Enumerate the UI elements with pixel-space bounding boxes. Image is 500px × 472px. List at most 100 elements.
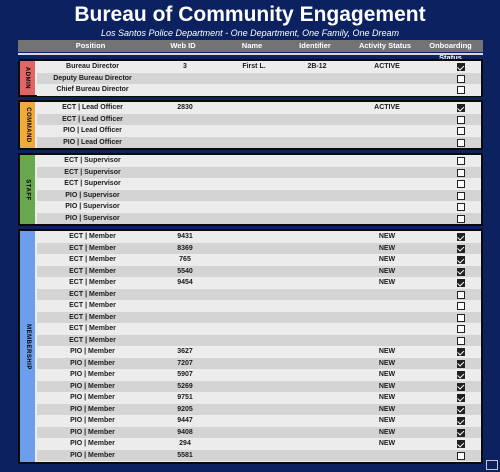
- column-header-position: Position: [75, 41, 106, 50]
- web-id-cell: 8369: [177, 244, 193, 252]
- onboarding-checkbox[interactable]: [457, 394, 465, 402]
- position-cell: PIO | Member: [70, 371, 115, 378]
- column-header-activity-status: Activity Status: [358, 41, 412, 50]
- column-header-identifier: Identifier: [299, 41, 331, 50]
- onboarding-cell: [455, 125, 467, 137]
- onboarding-checkbox[interactable]: [457, 203, 465, 211]
- activity-status-cell: NEW: [378, 233, 396, 240]
- position-cell: PIO | Member: [70, 359, 115, 367]
- onboarding-cell: [455, 167, 467, 179]
- onboarding-checkbox[interactable]: [457, 127, 465, 135]
- position-cell: ECT | Member: [69, 267, 116, 275]
- position-cell: ECT | Lead Officer: [62, 104, 123, 111]
- onboarding-checkbox[interactable]: [457, 115, 465, 124]
- onboarding-cell: [455, 73, 467, 85]
- table-row: ECT | Member 9454 NEW: [37, 277, 481, 289]
- onboarding-checkbox[interactable]: [457, 382, 465, 391]
- onboarding-checkbox[interactable]: [457, 63, 465, 71]
- onboarding-checkbox[interactable]: [457, 214, 465, 223]
- onboarding-checkbox[interactable]: [457, 256, 465, 264]
- table-row: PIO | Member 7207 NEW: [37, 357, 481, 369]
- web-id-cell: 9751: [177, 394, 193, 401]
- onboarding-cell: [455, 415, 467, 427]
- web-id-cell: 3: [183, 63, 187, 70]
- position-cell: PIO | Supervisor: [65, 191, 120, 199]
- web-id-cell: 9431: [177, 233, 193, 240]
- onboarding-checkbox[interactable]: [457, 325, 465, 333]
- name-cell: First L.: [242, 63, 266, 70]
- onboarding-cell: [455, 114, 467, 126]
- table-row: PIO | Member 9205 NEW: [37, 403, 481, 415]
- web-id-cell: 2830: [177, 104, 193, 111]
- onboarding-checkbox[interactable]: [457, 267, 465, 276]
- onboarding-cell: [455, 381, 467, 393]
- onboarding-checkbox[interactable]: [457, 244, 465, 253]
- position-cell: ECT | Member: [69, 256, 116, 263]
- web-id-cell: 294: [179, 440, 191, 447]
- onboarding-checkbox[interactable]: [457, 417, 465, 425]
- onboarding-checkbox[interactable]: [457, 104, 465, 112]
- onboarding-cell: [455, 84, 467, 96]
- table-row: Chief Bureau Director: [37, 84, 481, 96]
- onboarding-cell: [455, 201, 467, 213]
- position-cell: PIO | Lead Officer: [63, 127, 122, 134]
- onboarding-checkbox[interactable]: [457, 233, 465, 241]
- table-row: ECT | Member 5540 NEW: [37, 265, 481, 277]
- onboarding-checkbox[interactable]: [457, 451, 465, 460]
- section-rows: Bureau Director 3 First L. 2B-12 ACTIVE Deput…: [37, 61, 481, 96]
- table-row: ECT | Lead Officer 2830 ACTIVE: [37, 102, 481, 114]
- position-cell: ECT | Member: [69, 244, 116, 252]
- onboarding-checkbox[interactable]: [457, 405, 465, 414]
- sheet-corner-handle[interactable]: [486, 460, 498, 470]
- onboarding-checkbox[interactable]: [457, 428, 465, 437]
- position-cell: PIO | Member: [70, 428, 115, 436]
- activity-status-cell: NEW: [378, 394, 396, 401]
- onboarding-checkbox[interactable]: [457, 180, 465, 188]
- activity-status-cell: NEW: [378, 256, 396, 263]
- web-id-cell: 9454: [177, 279, 193, 286]
- onboarding-checkbox[interactable]: [457, 86, 465, 94]
- onboarding-checkbox[interactable]: [457, 348, 465, 356]
- activity-status-cell: ACTIVE: [374, 63, 400, 70]
- onboarding-checkbox[interactable]: [457, 290, 465, 299]
- onboarding-checkbox[interactable]: [457, 157, 465, 165]
- table-row: PIO | Member 9447 NEW: [37, 415, 481, 427]
- column-header-bar: Position Web ID Name Identifier Activity…: [18, 40, 483, 62]
- table-row: PIO | Member 5269 NEW: [37, 380, 481, 393]
- position-cell: PIO | Member: [70, 405, 115, 413]
- onboarding-cell: [455, 102, 467, 114]
- section-tag-label: MEMBERSHIP: [24, 323, 31, 370]
- table-row: ECT | Member: [37, 323, 481, 335]
- onboarding-checkbox[interactable]: [457, 440, 465, 448]
- onboarding-cell: [455, 346, 467, 358]
- position-cell: Bureau Director: [66, 63, 119, 70]
- position-cell: PIO | Member: [70, 417, 115, 424]
- onboarding-cell: [455, 231, 467, 243]
- onboarding-cell: [455, 369, 467, 381]
- position-cell: ECT | Member: [69, 313, 116, 321]
- onboarding-checkbox[interactable]: [457, 302, 465, 310]
- onboarding-checkbox[interactable]: [457, 371, 465, 379]
- table-row: ECT | Member 765 NEW: [37, 254, 481, 266]
- section-admin: ADMIN Bureau Director 3 First L. 2B-12 ACTIVE…: [18, 59, 483, 97]
- table-row: PIO | Lead Officer: [37, 125, 481, 137]
- onboarding-checkbox[interactable]: [457, 313, 465, 322]
- position-cell: PIO | Member: [70, 348, 115, 355]
- activity-status-cell: NEW: [378, 348, 396, 355]
- onboarding-checkbox[interactable]: [457, 336, 465, 345]
- table-row: ECT | Lead Officer: [37, 113, 481, 126]
- onboarding-checkbox[interactable]: [457, 74, 465, 83]
- onboarding-checkbox[interactable]: [457, 138, 465, 147]
- position-cell: ECT | Member: [69, 279, 116, 286]
- onboarding-checkbox[interactable]: [457, 191, 465, 200]
- onboarding-cell: [455, 213, 467, 225]
- onboarding-cell: [455, 450, 467, 462]
- onboarding-checkbox[interactable]: [457, 168, 465, 177]
- column-header-name: Name: [241, 41, 263, 50]
- onboarding-checkbox[interactable]: [457, 359, 465, 368]
- onboarding-checkbox[interactable]: [457, 279, 465, 287]
- position-cell: PIO | Lead Officer: [63, 138, 122, 146]
- onboarding-cell: [455, 277, 467, 289]
- web-id-cell: 5907: [177, 371, 193, 378]
- section-tag-command: COMMAND: [20, 102, 35, 148]
